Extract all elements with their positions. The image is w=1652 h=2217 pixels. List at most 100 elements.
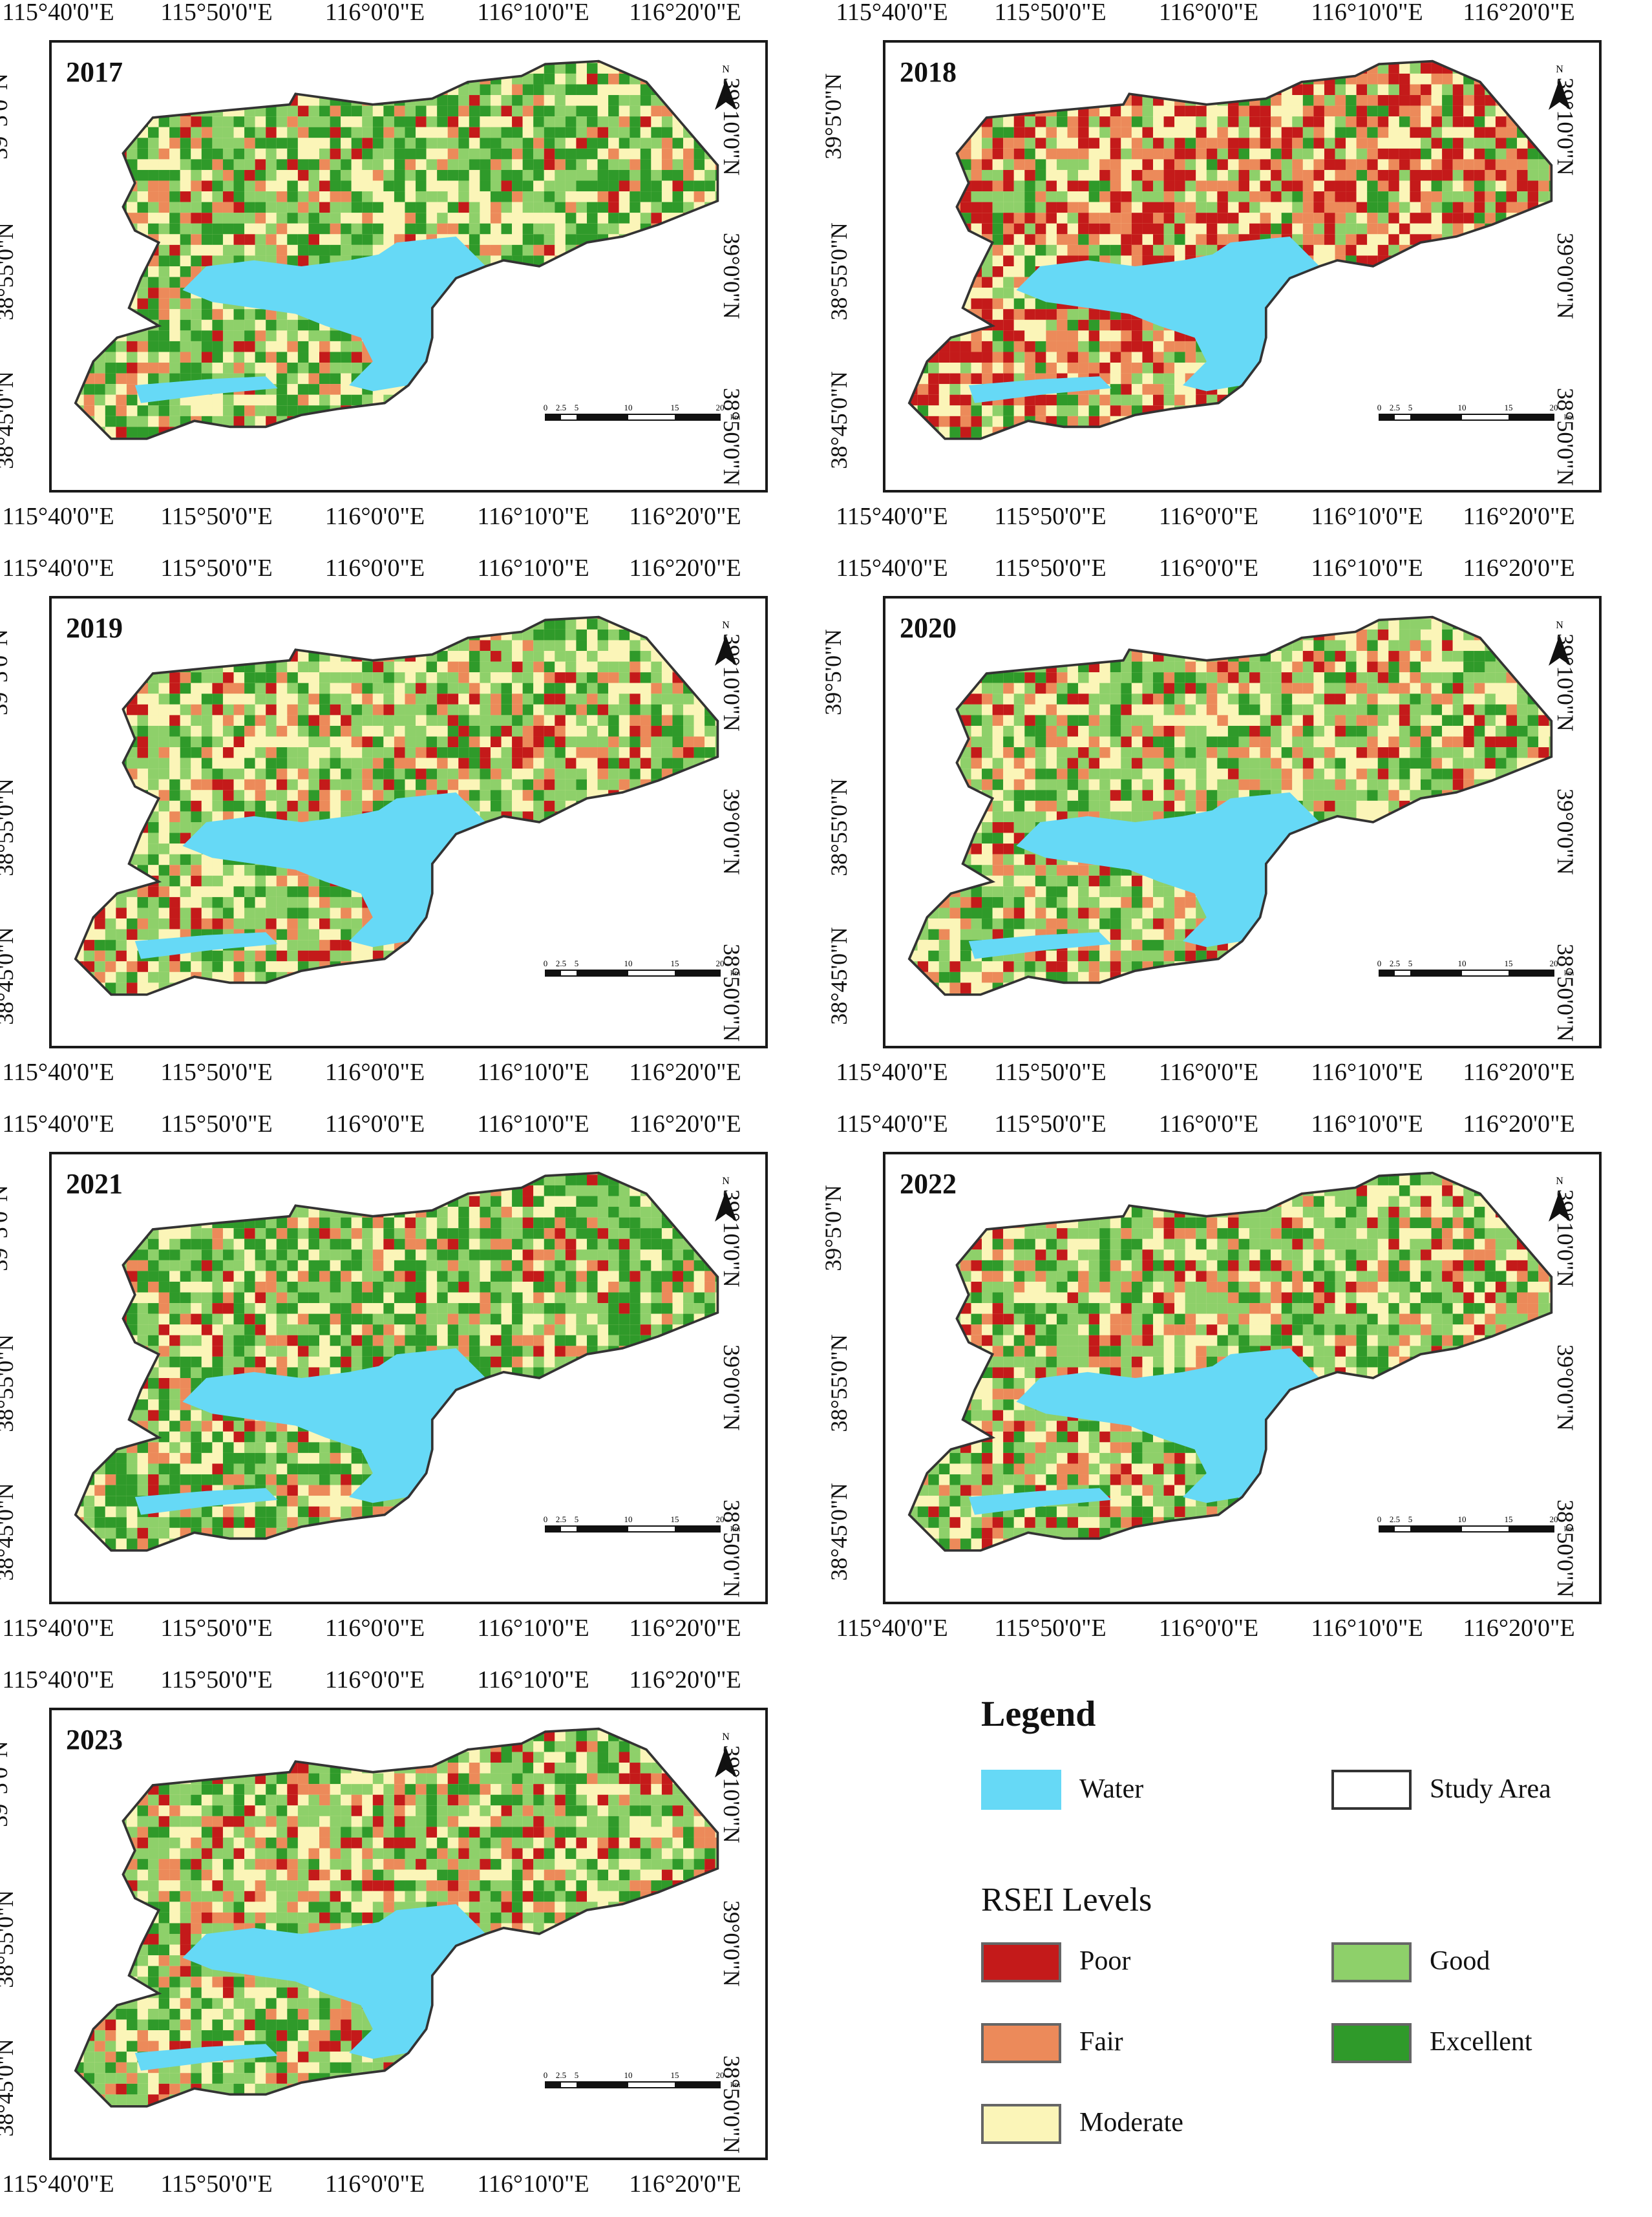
rsei-map xyxy=(74,59,719,440)
legend-label-good: Good xyxy=(1430,1946,1490,1976)
rsei-map xyxy=(74,1727,719,2108)
lon-tick-top: 115°50'0"E xyxy=(160,1666,273,1693)
lon-tick-bottom: 116°10'0"E xyxy=(477,1615,589,1642)
lat-tick-right: 38°50'0"N xyxy=(719,2055,745,2154)
lat-tick-right: 39°10'0"N xyxy=(1552,78,1578,176)
lon-tick-top: 115°40'0"E xyxy=(836,1110,948,1138)
lon-tick-bottom: 115°40'0"E xyxy=(2,1615,114,1642)
lon-tick-bottom: 116°0'0"E xyxy=(324,503,425,530)
map-frame: 2017 N 0 2.5 5 10 15 20 km xyxy=(49,40,768,493)
lon-tick-bottom: 116°20'0"E xyxy=(1463,1615,1575,1642)
north-arrow-icon: N xyxy=(1545,618,1574,673)
lon-tick-top: 115°50'0"E xyxy=(160,555,273,582)
legend-swatch-excellent xyxy=(1331,2023,1412,2063)
north-arrow-icon: N xyxy=(711,618,741,673)
svg-text:2.5: 2.5 xyxy=(556,403,566,412)
legend-label-excellent: Excellent xyxy=(1430,2027,1532,2057)
lat-tick-left: 38°55'0"N xyxy=(0,1890,18,1988)
legend-swatch-good xyxy=(1331,1942,1412,1982)
lon-tick-bottom: 116°10'0"E xyxy=(1311,503,1423,530)
rsei-map xyxy=(907,59,1553,440)
lon-tick-top: 116°10'0"E xyxy=(1311,1110,1423,1138)
lon-tick-bottom: 116°20'0"E xyxy=(1463,1059,1575,1086)
lat-tick-right: 39°0'0"N xyxy=(1552,1344,1578,1431)
lon-tick-top: 116°20'0"E xyxy=(629,555,741,582)
lon-tick-bottom: 116°10'0"E xyxy=(477,503,589,530)
lon-tick-top: 115°40'0"E xyxy=(2,1110,114,1138)
lon-tick-top: 116°10'0"E xyxy=(477,555,589,582)
lat-tick-left: 38°45'0"N xyxy=(825,1483,852,1581)
legend-label-poor: Poor xyxy=(1079,1946,1131,1976)
lon-tick-bottom: 115°50'0"E xyxy=(160,2170,273,2198)
lon-tick-top: 115°40'0"E xyxy=(836,0,948,26)
lon-tick-top: 116°20'0"E xyxy=(1463,1110,1575,1138)
lon-tick-bottom: 115°40'0"E xyxy=(836,1059,948,1086)
lon-tick-top: 116°20'0"E xyxy=(1463,555,1575,582)
map-frame: 2020 N 0 2.5 5 10 15 20 km xyxy=(883,596,1602,1048)
lon-tick-top: 116°20'0"E xyxy=(629,1110,741,1138)
study-area-outline xyxy=(907,59,1553,440)
lon-tick-top: 115°50'0"E xyxy=(994,1110,1107,1138)
scale-bar: 0 2.5 5 10 15 20 km xyxy=(1377,1513,1583,1546)
lat-tick-right: 38°50'0"N xyxy=(719,1500,745,1598)
lat-tick-right: 39°0'0"N xyxy=(1552,789,1578,875)
lon-tick-bottom: 116°20'0"E xyxy=(629,1615,741,1642)
lat-tick-right: 39°10'0"N xyxy=(719,78,745,176)
lat-tick-left: 38°55'0"N xyxy=(825,778,852,876)
lon-tick-bottom: 115°40'0"E xyxy=(2,503,114,530)
panel-year-label: 2022 xyxy=(900,1168,957,1200)
study-area-outline xyxy=(74,1171,719,1552)
svg-text:0: 0 xyxy=(544,403,548,412)
map-frame: 2022 N 0 2.5 5 10 15 20 km xyxy=(883,1152,1602,1604)
lat-tick-right: 38°50'0"N xyxy=(719,388,745,486)
lon-tick-bottom: 115°40'0"E xyxy=(2,2170,114,2198)
svg-text:10: 10 xyxy=(624,403,633,412)
lon-tick-bottom: 115°40'0"E xyxy=(2,1059,114,1086)
lat-tick-right: 39°10'0"N xyxy=(1552,633,1578,732)
lat-tick-right: 39°0'0"N xyxy=(719,1344,745,1431)
lon-tick-top: 116°0'0"E xyxy=(1158,1110,1259,1138)
lat-tick-right: 39°0'0"N xyxy=(719,1900,745,1987)
lon-tick-top: 116°20'0"E xyxy=(629,0,741,26)
lon-tick-top: 116°10'0"E xyxy=(1311,0,1423,26)
lat-tick-right: 39°10'0"N xyxy=(719,1189,745,1288)
lat-tick-left: 39°5'0"N xyxy=(0,1185,12,1271)
study-area-outline xyxy=(74,1727,719,2108)
lat-tick-left: 38°55'0"N xyxy=(0,778,18,876)
lon-tick-bottom: 115°40'0"E xyxy=(836,503,948,530)
scale-bar: 0 2.5 5 10 15 20 km xyxy=(543,2069,750,2102)
lon-tick-bottom: 115°50'0"E xyxy=(994,503,1107,530)
legend-title: Legend xyxy=(981,1694,1096,1734)
lon-tick-bottom: 116°10'0"E xyxy=(477,1059,589,1086)
legend-levels-title: RSEI Levels xyxy=(981,1882,1152,1918)
lon-tick-top: 116°0'0"E xyxy=(324,555,425,582)
lon-tick-bottom: 115°50'0"E xyxy=(994,1059,1107,1086)
water-body xyxy=(134,1348,486,1515)
panel-year-label: 2017 xyxy=(66,56,123,88)
lat-tick-right: 38°50'0"N xyxy=(1552,388,1578,486)
lon-tick-top: 115°40'0"E xyxy=(2,0,114,26)
lat-tick-right: 39°0'0"N xyxy=(1552,233,1578,319)
lat-tick-right: 38°50'0"N xyxy=(1552,1500,1578,1598)
lon-tick-bottom: 116°0'0"E xyxy=(1158,1615,1259,1642)
map-frame: 2018 N 0 2.5 5 10 15 20 km xyxy=(883,40,1602,493)
rsei-map xyxy=(907,615,1553,996)
rsei-map xyxy=(74,1171,719,1552)
lon-tick-bottom: 115°50'0"E xyxy=(160,503,273,530)
svg-text:5: 5 xyxy=(575,403,579,412)
map-panel-2023: 115°40'0"E 115°50'0"E 116°0'0"E 116°10'0"E 1… xyxy=(0,1666,768,2196)
lon-tick-top: 116°10'0"E xyxy=(477,1666,589,1693)
lat-tick-left: 39°5'0"N xyxy=(0,1741,12,1827)
lon-tick-top: 116°0'0"E xyxy=(324,0,425,26)
rsei-map xyxy=(907,1171,1553,1552)
legend-swatch-moderate xyxy=(981,2104,1061,2144)
water-body xyxy=(134,1904,486,2071)
lon-tick-top: 116°20'0"E xyxy=(629,1666,741,1693)
lon-tick-top: 116°0'0"E xyxy=(1158,555,1259,582)
legend: Legend Water Study Area RSEI Levels Poor… xyxy=(840,1655,1629,2185)
svg-text:km: km xyxy=(730,412,741,421)
map-frame: 2021 N 0 2.5 5 10 15 20 km xyxy=(49,1152,768,1604)
lat-tick-left: 39°5'0"N xyxy=(0,73,12,160)
lat-tick-left: 38°45'0"N xyxy=(0,2039,18,2137)
lon-tick-bottom: 116°0'0"E xyxy=(1158,1059,1259,1086)
